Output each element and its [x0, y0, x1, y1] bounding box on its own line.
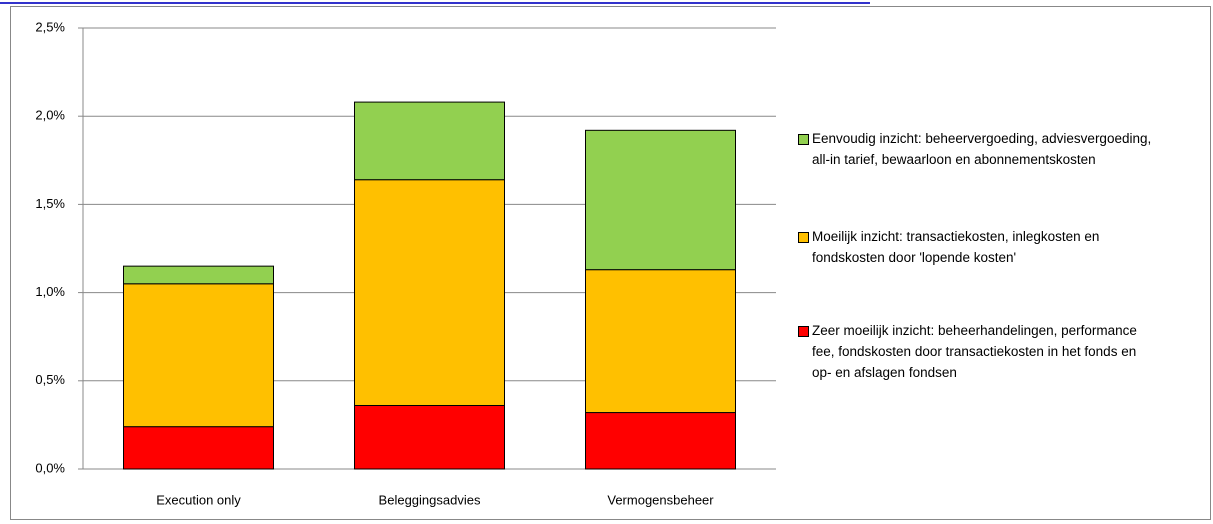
bar-segment: [123, 426, 274, 470]
bar-segment: [354, 101, 505, 181]
x-tick-label: Execution only: [156, 492, 241, 507]
legend-item: Moeilijk inzicht: transactiekosten, inle…: [798, 226, 1158, 268]
legend-label: Eenvoudig inzicht: beheervergoeding, adv…: [812, 131, 1152, 167]
bar-segment: [354, 404, 505, 470]
legend-item: Zeer moeilijk inzicht: beheerhandelingen…: [798, 320, 1158, 383]
legend-swatch: [798, 326, 809, 337]
y-tick-label: 1,5%: [35, 196, 65, 211]
bar-segment: [123, 283, 274, 428]
x-tick-label: Beleggingsadvies: [379, 492, 481, 507]
legend-label: Moeilijk inzicht: transactiekosten, inle…: [812, 229, 1100, 265]
y-tick-label: 0,5%: [35, 372, 65, 387]
y-tick-label: 1,0%: [35, 284, 65, 299]
y-tick-label: 0,0%: [35, 460, 65, 475]
legend-label: Zeer moeilijk inzicht: beheerhandelingen…: [812, 323, 1137, 380]
y-tick-label: 2,5%: [35, 19, 65, 34]
x-tick-label: Vermogensbeheer: [607, 492, 714, 507]
legend-swatch: [798, 134, 809, 145]
bar-segment: [123, 265, 274, 285]
bar-segment: [585, 269, 736, 414]
bar-segment: [585, 412, 736, 470]
legend-swatch: [798, 232, 809, 243]
bar-segment: [585, 129, 736, 271]
chart-border: [10, 6, 1211, 520]
bar-segment: [354, 179, 505, 406]
legend-item: Eenvoudig inzicht: beheervergoeding, adv…: [798, 128, 1158, 170]
y-tick-label: 2,0%: [35, 108, 65, 123]
